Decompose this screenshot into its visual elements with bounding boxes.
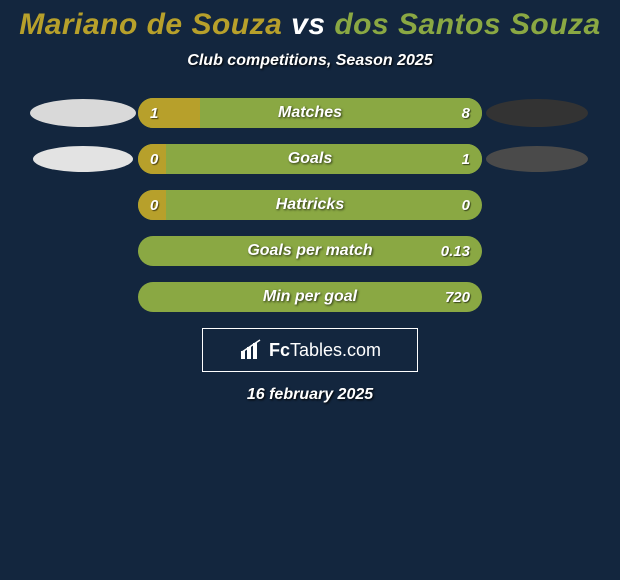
team-badge-right [486, 146, 588, 172]
logo-text: FcTables.com [269, 340, 381, 361]
stat-label: Goals [138, 144, 482, 174]
stat-label: Matches [138, 98, 482, 128]
stat-bar: 0.13Goals per match [138, 236, 482, 266]
competition-subtitle: Club competitions, Season 2025 [0, 52, 620, 70]
right-badge-slot [482, 99, 592, 127]
stat-bar: 720Min per goal [138, 282, 482, 312]
stats-list: 18Matches 01Goals 00Hattricks 0.13Goals per… [0, 98, 620, 312]
player1-name: Mariano de Souza [19, 8, 282, 41]
fctables-logo[interactable]: FcTables.com [202, 328, 418, 372]
team-badge-left [33, 146, 133, 172]
player2-name: dos Santos Souza [334, 8, 600, 41]
logo-bold: Fc [269, 340, 290, 360]
stat-row: 720Min per goal [0, 282, 620, 312]
stat-row: 01Goals [0, 144, 620, 174]
vs-text: vs [291, 8, 325, 41]
logo-suffix: .com [342, 340, 381, 360]
right-badge-slot [482, 146, 592, 172]
bar-chart-icon [239, 339, 265, 361]
stat-label: Min per goal [138, 282, 482, 312]
stat-bar: 00Hattricks [138, 190, 482, 220]
stat-row: 0.13Goals per match [0, 236, 620, 266]
comparison-title: Mariano de Souza vs dos Santos Souza [0, 8, 620, 42]
stat-row: 00Hattricks [0, 190, 620, 220]
logo-rest: Tables [290, 340, 342, 360]
team-badge-left [30, 99, 136, 127]
team-badge-right [486, 99, 588, 127]
snapshot-date: 16 february 2025 [0, 386, 620, 404]
stat-label: Hattricks [138, 190, 482, 220]
left-badge-slot [28, 146, 138, 172]
stat-bar: 01Goals [138, 144, 482, 174]
stat-row: 18Matches [0, 98, 620, 128]
stat-label: Goals per match [138, 236, 482, 266]
left-badge-slot [28, 99, 138, 127]
stat-bar: 18Matches [138, 98, 482, 128]
